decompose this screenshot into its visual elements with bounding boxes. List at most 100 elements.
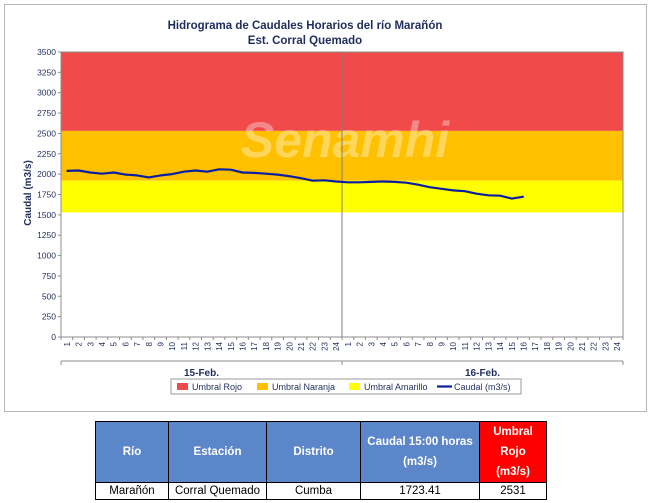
- watermark-text: Senamhi: [241, 112, 451, 168]
- data-point: [183, 171, 185, 173]
- x-tick-label: 11: [461, 341, 470, 350]
- data-point: [312, 180, 314, 182]
- x-tick-label: 15: [227, 341, 236, 350]
- station-info-table: Río Estación Distrito Caudal 15:00 horas…: [95, 421, 547, 500]
- x-tick-label: 10: [449, 341, 458, 350]
- y-tick-label: 3500: [37, 47, 56, 57]
- data-point: [417, 184, 419, 186]
- x-tick-label: 19: [274, 341, 283, 350]
- x-tick-label: 9: [438, 341, 447, 346]
- data-point: [440, 188, 443, 190]
- x-tick-label: 7: [414, 341, 423, 346]
- x-tick-label: 22: [309, 341, 318, 350]
- legend-swatch: [349, 383, 360, 390]
- y-axis-label: Caudal (m3/s): [23, 160, 34, 226]
- data-point: [136, 174, 138, 176]
- data-point: [335, 180, 337, 183]
- x-tick-label: 23: [320, 341, 329, 350]
- chart-frame: Hidrograma de Caudales Horarios del río …: [4, 4, 647, 412]
- y-tick-label: 1750: [37, 190, 56, 200]
- x-tick-label: 19: [555, 341, 564, 350]
- data-point: [300, 177, 302, 179]
- chart-title: Hidrograma de Caudales Horarios del río …: [168, 20, 443, 32]
- y-tick-label: 2000: [37, 169, 56, 179]
- hydrograph-chart: Hidrograma de Caudales Horarios del río …: [23, 20, 624, 395]
- x-tick-label: 20: [285, 341, 294, 350]
- x-tick-label: 8: [426, 341, 435, 346]
- y-tick-label: 1000: [37, 251, 56, 261]
- data-point: [358, 181, 361, 183]
- data-point: [487, 194, 489, 196]
- data-point: [522, 196, 525, 198]
- x-tick-label: 12: [192, 341, 201, 350]
- data-point: [89, 171, 91, 174]
- y-tick-label: 3250: [37, 67, 56, 77]
- x-tick-label: 4: [98, 341, 107, 346]
- x-tick-label: 17: [250, 341, 259, 350]
- x-tick-label: 23: [601, 341, 610, 350]
- x-tick-label: 3: [86, 341, 95, 346]
- legend-box: [170, 378, 522, 395]
- x-tick-label: 20: [566, 341, 575, 350]
- table-row: Marañón Corral Quemado Cumba 1723.41 253…: [95, 482, 547, 500]
- x-tick-label: 24: [332, 341, 341, 350]
- legend-label: Umbral Naranja: [272, 382, 335, 392]
- x-tick-label: 12: [473, 341, 482, 350]
- legend-swatch: [257, 383, 268, 390]
- chart-legend: Umbral Rojo Umbral Naranja Umbral Amarillo…: [170, 378, 522, 395]
- y-tick-label: 1500: [37, 210, 56, 220]
- x-tick-label: 21: [297, 341, 306, 350]
- legend-label: Umbral Amarillo: [364, 382, 428, 392]
- legend-label: Caudal (m3/s): [454, 382, 511, 392]
- header-caudal: Caudal 15:00 horas (m3/s): [360, 421, 480, 483]
- data-point: [77, 169, 80, 172]
- x-tick-label: 2: [75, 341, 84, 346]
- data-point: [230, 169, 232, 171]
- header-umbral-rojo: Umbral Rojo (m3/s): [479, 421, 547, 483]
- data-point: [206, 171, 208, 173]
- data-point: [171, 173, 173, 175]
- x-tick-label: 16: [238, 341, 247, 350]
- data-point: [288, 175, 290, 177]
- x-tick-label: 6: [402, 341, 411, 346]
- cell-caudal: 1723.41: [360, 482, 480, 500]
- x-tick-label: 6: [121, 341, 130, 346]
- data-point: [464, 190, 466, 192]
- x-tick-label: 11: [180, 341, 189, 350]
- data-point: [452, 189, 454, 192]
- x-tick-label: 17: [531, 341, 540, 350]
- cell-distrito: Cumba: [266, 482, 361, 500]
- x-tick-label: 18: [543, 341, 552, 350]
- header-estacion: Estación: [168, 421, 267, 483]
- x-tick-label: 1: [63, 341, 72, 346]
- data-point: [394, 181, 396, 183]
- x-tick-label: 5: [110, 341, 119, 346]
- x-tick-label: 3: [367, 341, 376, 346]
- x-tick-label: 5: [391, 341, 400, 346]
- y-tick-label: 2750: [37, 108, 56, 118]
- x-tick-label: 2: [356, 341, 365, 346]
- legend-swatch: [177, 383, 188, 390]
- x-tick-label: 14: [496, 341, 505, 350]
- y-tick-label: 3000: [37, 88, 56, 98]
- data-point: [159, 174, 162, 176]
- data-point: [101, 173, 103, 175]
- y-tick-label: 1250: [37, 230, 56, 240]
- day-label: 16-Feb.: [465, 368, 500, 379]
- y-tick-label: 750: [42, 271, 56, 281]
- cell-umbral-rojo: 2531: [479, 482, 547, 500]
- x-tick-label: 13: [484, 341, 493, 350]
- data-point: [148, 176, 150, 178]
- data-point: [218, 168, 220, 170]
- x-tick-label: 22: [590, 341, 599, 350]
- x-tick-label: 18: [262, 341, 271, 350]
- x-tick-label: 8: [145, 341, 154, 346]
- data-point: [265, 173, 267, 175]
- data-point: [253, 172, 255, 174]
- x-tick-label: 14: [215, 341, 224, 350]
- legend-label: Umbral Rojo: [192, 382, 242, 392]
- data-point: [277, 173, 279, 176]
- x-tick-label: 15: [508, 341, 517, 350]
- cell-rio: Marañón: [95, 482, 169, 500]
- data-point: [499, 195, 501, 197]
